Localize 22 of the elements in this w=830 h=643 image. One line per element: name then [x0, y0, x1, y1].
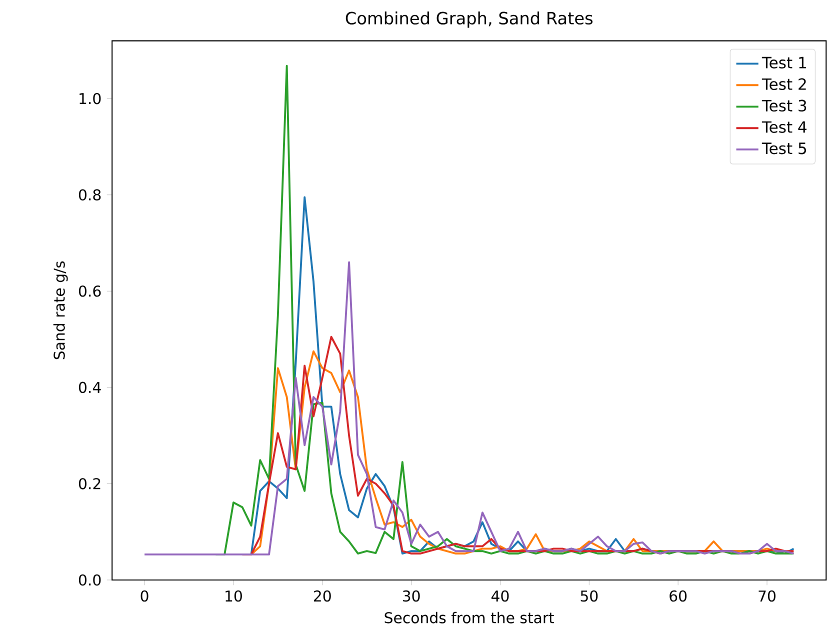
y-tick-label: 0.6	[78, 285, 101, 297]
x-tick-label: 0	[140, 590, 148, 602]
legend-label: Test 4	[762, 121, 807, 133]
x-tick-label: 10	[226, 590, 242, 602]
legend-label: Test 5	[762, 142, 806, 154]
y-tick-label: 0.4	[78, 382, 101, 393]
legend-label: Test 3	[762, 100, 806, 112]
x-tick-label: 50	[580, 590, 598, 602]
y-axis-title: Sand rate g/s	[53, 261, 68, 360]
chart-title: Combined Graph, Sand Rates	[346, 11, 592, 28]
y-tick-label: 0.8	[78, 189, 101, 200]
y-tick-label: 1.0	[80, 92, 101, 104]
y-tick-label: 0.0	[78, 574, 101, 586]
x-tick-label: 70	[758, 590, 776, 602]
y-tick-label: 0.2	[78, 478, 100, 490]
x-tick-label: 20	[314, 590, 331, 602]
legend-label: Test 1	[762, 56, 806, 68]
x-tick-label: 60	[670, 590, 687, 602]
legend-label: Test 2	[762, 78, 806, 90]
x-tick-label: 30	[402, 590, 420, 602]
x-axis-title: Seconds from the start	[384, 612, 554, 624]
x-tick-label: 40	[491, 590, 509, 602]
